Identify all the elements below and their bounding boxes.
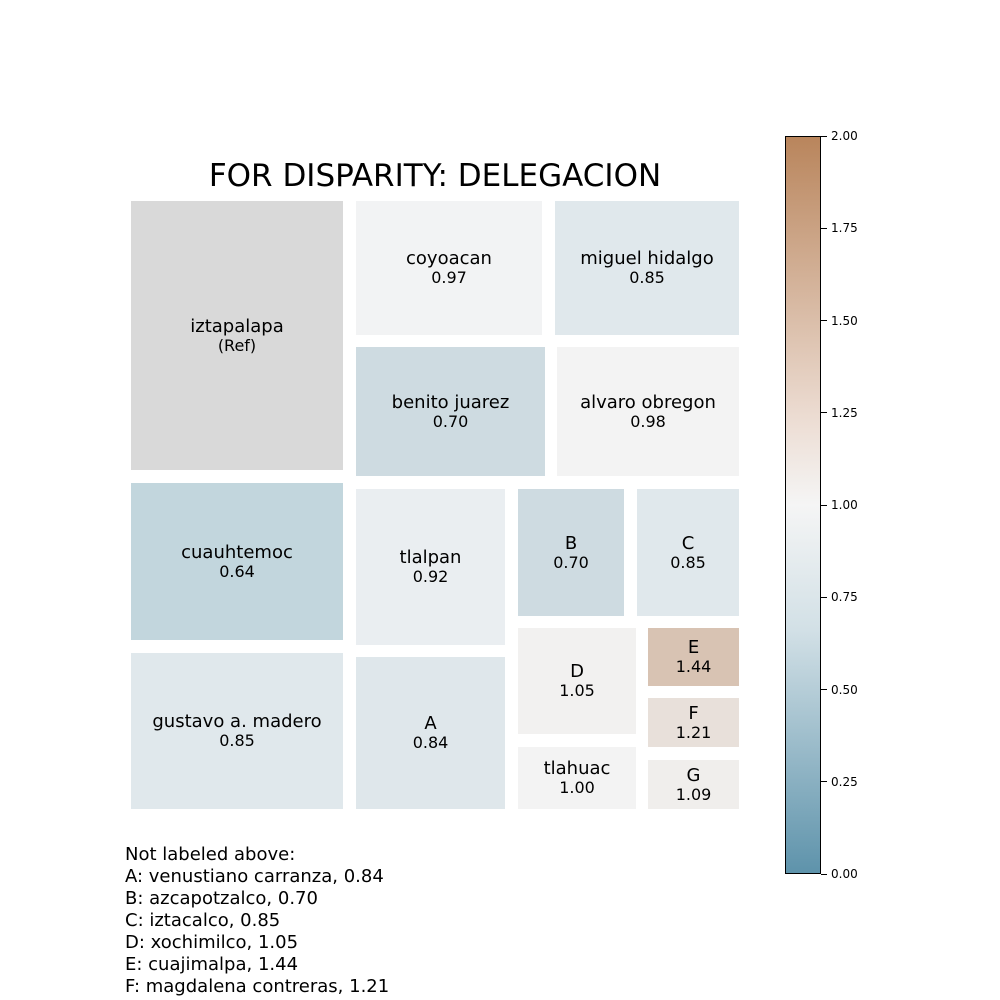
tile-label: miguel hidalgo (580, 248, 714, 269)
colorbar-tick (821, 135, 827, 137)
colorbar-tick-label: 1.00 (831, 498, 858, 512)
colorbar-tick (821, 689, 827, 690)
tile-label: cuauhtemoc (181, 541, 293, 563)
colorbar-tick-label: 1.50 (831, 313, 858, 328)
tile-value: 0.70 (432, 411, 469, 431)
note-line: C: iztacalco, 0.85 (125, 910, 281, 931)
tile-label: G (686, 764, 701, 786)
tile-label: coyoacan (406, 248, 492, 269)
colorbar-tick-label: 0.50 (831, 682, 858, 697)
treemap-tile-gustavo-a-madero: gustavo a. madero 0.85 (131, 653, 343, 809)
tile-label: gustavo a. madero (152, 711, 322, 732)
tile-label: iztapalapa (190, 315, 284, 337)
treemap-tile-miguel-hidalgo: miguel hidalgo 0.85 (555, 201, 739, 335)
tile-label: tlalpan (399, 547, 462, 568)
treemap-tile-cuauhtemoc: cuauhtemoc 0.64 (131, 483, 343, 640)
tile-value: 1.44 (675, 657, 712, 676)
treemap-tile-f: F 1.21 (648, 698, 739, 747)
colorbar-tick-label: 2.00 (831, 129, 858, 143)
tile-label: benito juarez (391, 391, 510, 413)
tile-label: B (564, 532, 578, 554)
colorbar-tick-label: 1.25 (831, 405, 858, 420)
treemap-tile-g: G 1.09 (648, 760, 739, 809)
treemap-tile-coyoacan: coyoacan 0.97 (356, 201, 542, 335)
tile-value: 0.85 (219, 731, 255, 750)
tile-value: 0.85 (629, 268, 665, 287)
tile-label: F (688, 702, 699, 724)
tile-label: E (687, 637, 700, 658)
tile-label: alvaro obregon (580, 391, 716, 413)
note-line: F: magdalena contreras, 1.21 (125, 976, 390, 997)
treemap-tile-tlahuac: tlahuac 1.00 (518, 747, 636, 809)
colorbar-tick-label: 0.25 (831, 774, 858, 789)
colorbar-tick (821, 412, 827, 414)
tile-value: 1.05 (559, 681, 595, 700)
colorbar (785, 136, 821, 874)
treemap-tile-benito-juarez: benito juarez 0.70 (356, 347, 545, 476)
treemap-tile-tlalpan: tlalpan 0.92 (356, 489, 505, 645)
tile-label: D (570, 661, 584, 682)
tile-label: tlahuac (543, 758, 611, 779)
colorbar-tick (821, 320, 827, 321)
tile-value: 0.64 (219, 561, 255, 581)
chart-title: FOR DISPARITY: DELEGACION (208, 158, 662, 194)
treemap-tile-b: B 0.70 (518, 489, 624, 616)
tile-value: 0.98 (630, 411, 666, 431)
treemap-tile-alvaro-obregon: alvaro obregon 0.98 (557, 347, 739, 476)
tile-value: 0.84 (412, 733, 449, 752)
note-line: D: xochimilco, 1.05 (125, 932, 299, 953)
tile-value: 0.97 (431, 268, 467, 287)
note-heading: Not labeled above: (125, 844, 296, 865)
tile-value: 0.92 (412, 567, 449, 586)
note-line: A: venustiano carranza, 0.84 (125, 866, 384, 887)
tile-label: C (681, 532, 695, 554)
treemap-tile-d: D 1.05 (518, 628, 636, 734)
colorbar-tick-label: 0.75 (831, 590, 858, 605)
colorbar-tick (821, 781, 827, 783)
note-line: B: azcapotzalco, 0.70 (125, 888, 318, 909)
colorbar-tick (821, 596, 827, 598)
colorbar-tick (821, 504, 827, 506)
tile-value: 1.21 (675, 722, 712, 742)
treemap-tile-e: E 1.44 (648, 628, 739, 686)
tile-label: A (424, 713, 437, 734)
colorbar-tick (821, 873, 827, 875)
colorbar-tick (821, 227, 827, 229)
colorbar-tick-label: 1.75 (831, 221, 858, 236)
colorbar-tick-label: 0.00 (831, 867, 858, 881)
treemap-tile-iztapalapa: iztapalapa (Ref) (131, 201, 343, 470)
tile-value: 0.85 (670, 552, 706, 572)
tile-value: (Ref) (217, 335, 257, 355)
treemap-tile-a: A 0.84 (356, 657, 505, 809)
note-line: E: cuajimalpa, 1.44 (125, 954, 299, 975)
tile-value: 1.00 (559, 778, 595, 797)
tile-value: 1.09 (675, 784, 712, 804)
tile-value: 0.70 (553, 552, 589, 572)
treemap-tile-c: C 0.85 (637, 489, 739, 616)
unlabeled-note: Not labeled above: A: venustiano carranz… (125, 844, 389, 998)
